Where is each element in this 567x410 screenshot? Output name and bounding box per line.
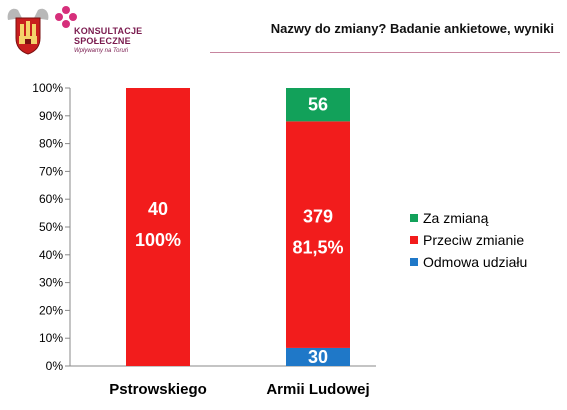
legend-item: Odmowa udziału [410, 251, 527, 273]
torun-coat-of-arms-icon [7, 8, 49, 55]
bar-segment [286, 347, 350, 366]
segment-count-label: 379 [303, 207, 333, 227]
y-tick-label: 40% [39, 248, 63, 262]
legend-label: Za zmianą [423, 210, 489, 226]
legend-item: Przeciw zmianie [410, 229, 527, 251]
segment-count-label: 40 [148, 199, 168, 219]
bar-segment [126, 88, 190, 366]
category-labels: Pstrowskiego Armii Ludowej [109, 381, 369, 398]
chart-bars [126, 88, 350, 366]
logo-tagline: Wpływamy na Toruń [74, 48, 129, 54]
y-tick-label: 60% [39, 192, 63, 206]
y-tick-label: 10% [39, 331, 63, 345]
logo-text-line2: SPOŁECZNE [74, 36, 131, 46]
y-tick-label: 80% [39, 137, 63, 151]
y-tick-label: 50% [39, 220, 63, 234]
logo-text-line1: KONSULTACJE [74, 26, 143, 36]
chart-legend: Za zmianą Przeciw zmianie Odmowa udziału [410, 207, 527, 273]
bar-segment [286, 121, 350, 348]
legend-swatch [410, 214, 418, 222]
y-tick-label: 90% [39, 109, 63, 123]
segment-labels: 40 100% 30 379 81,5% 56 [135, 95, 344, 367]
konsultacje-logo-icon [55, 6, 77, 28]
page-title: Nazwy do zmiany? Badanie ankietowe, wyni… [270, 21, 554, 36]
y-tick-label: 30% [39, 276, 63, 290]
legend-swatch [410, 236, 418, 244]
legend-item: Za zmianą [410, 207, 527, 229]
bar-segment [286, 88, 350, 122]
legend-swatch [410, 258, 418, 266]
segment-count-label: 56 [308, 95, 328, 115]
title-divider [210, 52, 560, 53]
y-axis-ticks: 0% 10% 20% 30% 40% 50% 60% 70% 80% 90% 100% [32, 81, 70, 373]
category-label: Pstrowskiego [109, 381, 207, 398]
y-tick-label: 20% [39, 303, 63, 317]
y-tick-label: 0% [46, 359, 64, 373]
header: KONSULTACJE SPOŁECZNE Wpływamy na Toruń … [0, 0, 567, 66]
y-tick-label: 100% [32, 81, 63, 95]
segment-count-label: 30 [308, 347, 328, 367]
legend-label: Przeciw zmianie [423, 232, 525, 248]
category-label: Armii Ludowej [266, 381, 369, 398]
legend-label: Odmowa udziału [423, 254, 528, 270]
segment-percent-label: 100% [135, 230, 181, 250]
y-tick-label: 70% [39, 164, 63, 178]
segment-percent-label: 81,5% [292, 238, 343, 258]
